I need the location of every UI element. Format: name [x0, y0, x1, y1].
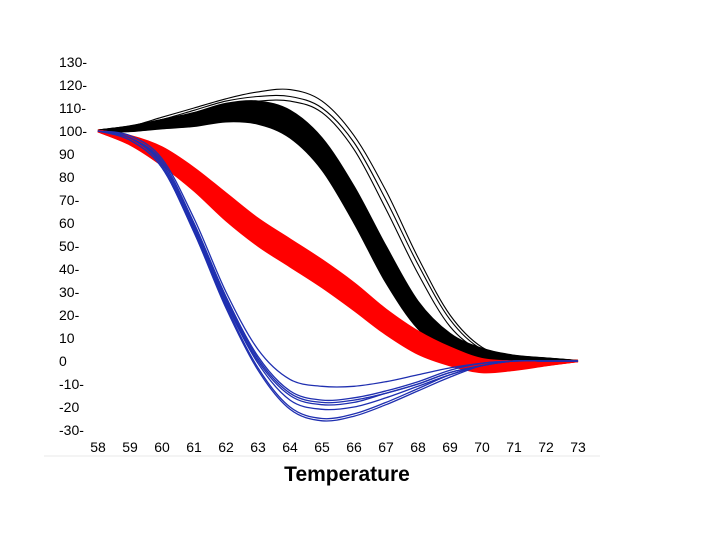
series-line [97, 112, 579, 362]
x-tick-label: 71 [506, 439, 522, 455]
y-tick-label: 130- [59, 54, 87, 70]
y-tick-label: 40- [59, 261, 80, 277]
series-line [97, 129, 579, 362]
x-tick-label: 72 [538, 439, 554, 455]
y-tick-label: 20- [59, 307, 80, 323]
series-line [97, 104, 579, 362]
series-line [97, 130, 578, 422]
series-line [97, 110, 579, 362]
y-tick-label: 60 [59, 215, 75, 231]
series-line [97, 107, 579, 362]
x-tick-label: 65 [314, 439, 330, 455]
series-line [97, 105, 579, 362]
x-tick-label: 62 [218, 439, 234, 455]
series-line [97, 99, 579, 362]
series-line [97, 101, 579, 362]
y-tick-label: 70- [59, 192, 80, 208]
series-line [97, 103, 579, 362]
series-line [97, 108, 579, 362]
blue-curve-group [97, 130, 578, 422]
x-tick-label: 64 [282, 439, 298, 455]
y-tick-label: 100- [59, 123, 87, 139]
black-curve-group [97, 88, 579, 363]
series-line [97, 111, 579, 362]
series-line [97, 100, 579, 362]
y-tick-label: 10 [59, 330, 75, 346]
y-tick-label: 80 [59, 169, 75, 185]
x-tick-label: 60 [154, 439, 170, 455]
x-tick-label: 63 [250, 439, 266, 455]
y-tick-label: 120- [59, 77, 87, 93]
series-line [97, 107, 579, 362]
x-tick-label: 73 [570, 439, 586, 455]
y-axis-ticks: 130- 120- 110- 100- 90 80 70- 60 50- 40- 30- 20- 10 0… [59, 54, 87, 438]
y-tick-label: 110- [59, 100, 86, 116]
x-tick-label: 59 [122, 439, 138, 455]
x-tick-label: 70 [474, 439, 490, 455]
y-tick-label: -30- [59, 422, 84, 438]
x-axis-title: Temperature [284, 463, 410, 486]
x-tick-label: 58 [90, 439, 106, 455]
y-tick-label: -10- [59, 376, 84, 392]
series-line [97, 130, 578, 402]
series-line [97, 102, 579, 362]
series-line [97, 109, 579, 362]
x-tick-label: 68 [410, 439, 426, 455]
x-tick-label: 61 [186, 439, 202, 455]
series-line [97, 102, 579, 362]
series-line [97, 109, 579, 362]
series-line [97, 111, 579, 362]
series-line [97, 105, 579, 362]
x-tick-label: 67 [378, 439, 394, 455]
y-tick-label: 50- [59, 238, 80, 254]
y-tick-label: -20 [59, 399, 79, 415]
y-tick-label: 0 [59, 353, 67, 369]
series-line [97, 94, 579, 362]
series-line [97, 100, 579, 362]
series-line [97, 104, 579, 362]
x-tick-label: 66 [346, 439, 362, 455]
y-tick-label: 30- [59, 284, 80, 300]
x-axis-ticks: 58 59 60 61 62 63 64 65 66 67 68 69 70 71 72 73 [90, 439, 586, 455]
y-tick-label: 90 [59, 146, 75, 162]
x-tick-label: 69 [442, 439, 458, 455]
series-line [97, 88, 579, 362]
series-line [97, 106, 579, 362]
